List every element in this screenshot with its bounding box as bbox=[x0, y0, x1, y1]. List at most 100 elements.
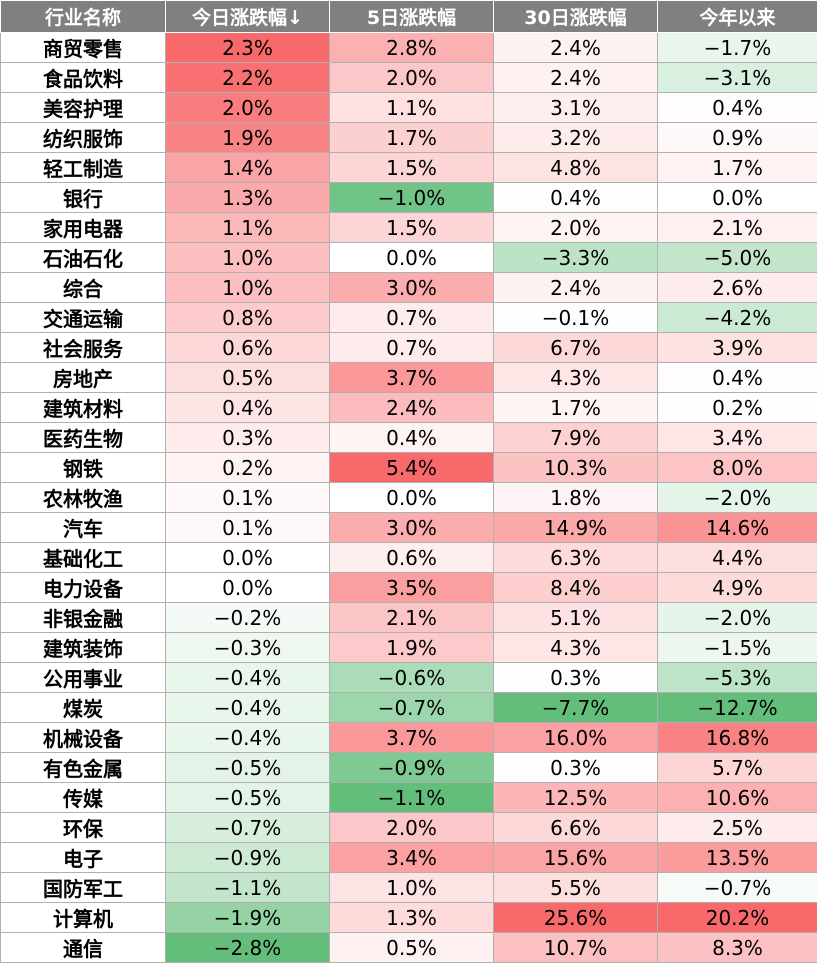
cell-industry-name: 公用事业 bbox=[1, 663, 166, 693]
cell-5day-change: 0.0% bbox=[330, 243, 494, 273]
cell-5day-change: 0.5% bbox=[330, 933, 494, 963]
cell-ytd-change: −5.0% bbox=[658, 243, 817, 273]
cell-ytd-change: 0.9% bbox=[658, 123, 817, 153]
cell-today-change: 0.3% bbox=[166, 423, 330, 453]
table-row: 煤炭−0.4%−0.7%−7.7%−12.7% bbox=[1, 693, 817, 723]
cell-ytd-change: 0.0% bbox=[658, 183, 817, 213]
cell-today-change: 1.0% bbox=[166, 273, 330, 303]
cell-30day-change: 4.3% bbox=[494, 633, 658, 663]
cell-5day-change: 1.1% bbox=[330, 93, 494, 123]
cell-30day-change: 8.4% bbox=[494, 573, 658, 603]
header-row: 行业名称 今日涨跌幅↓ 5日涨跌幅 30日涨跌幅 今年以来 bbox=[1, 1, 817, 33]
table-row: 公用事业−0.4%−0.6%0.3%−5.3% bbox=[1, 663, 817, 693]
header-5day-change[interactable]: 5日涨跌幅 bbox=[330, 1, 494, 33]
cell-30day-change: 1.8% bbox=[494, 483, 658, 513]
cell-today-change: −0.2% bbox=[166, 603, 330, 633]
cell-30day-change: −3.3% bbox=[494, 243, 658, 273]
cell-today-change: −0.5% bbox=[166, 753, 330, 783]
cell-5day-change: 2.1% bbox=[330, 603, 494, 633]
cell-today-change: −0.4% bbox=[166, 663, 330, 693]
cell-30day-change: 2.4% bbox=[494, 33, 658, 63]
cell-ytd-change: −2.0% bbox=[658, 483, 817, 513]
table-row: 计算机−1.9%1.3%25.6%20.2% bbox=[1, 903, 817, 933]
cell-industry-name: 非银金融 bbox=[1, 603, 166, 633]
cell-5day-change: 3.4% bbox=[330, 843, 494, 873]
cell-ytd-change: −5.3% bbox=[658, 663, 817, 693]
cell-industry-name: 石油石化 bbox=[1, 243, 166, 273]
cell-ytd-change: 4.4% bbox=[658, 543, 817, 573]
cell-30day-change: 5.1% bbox=[494, 603, 658, 633]
table-row: 有色金属−0.5%−0.9%0.3%5.7% bbox=[1, 753, 817, 783]
cell-industry-name: 建筑装饰 bbox=[1, 633, 166, 663]
header-30day-change[interactable]: 30日涨跌幅 bbox=[494, 1, 658, 33]
cell-today-change: 0.1% bbox=[166, 513, 330, 543]
cell-today-change: −0.4% bbox=[166, 723, 330, 753]
cell-ytd-change: 2.1% bbox=[658, 213, 817, 243]
cell-ytd-change: −0.7% bbox=[658, 873, 817, 903]
cell-30day-change: 14.9% bbox=[494, 513, 658, 543]
cell-industry-name: 汽车 bbox=[1, 513, 166, 543]
cell-today-change: 1.1% bbox=[166, 213, 330, 243]
header-industry-name[interactable]: 行业名称 bbox=[1, 1, 166, 33]
cell-today-change: −0.5% bbox=[166, 783, 330, 813]
cell-30day-change: 1.7% bbox=[494, 393, 658, 423]
cell-industry-name: 煤炭 bbox=[1, 693, 166, 723]
cell-ytd-change: 10.6% bbox=[658, 783, 817, 813]
table-row: 传媒−0.5%−1.1%12.5%10.6% bbox=[1, 783, 817, 813]
cell-today-change: −0.9% bbox=[166, 843, 330, 873]
header-today-change[interactable]: 今日涨跌幅↓ bbox=[166, 1, 330, 33]
cell-industry-name: 食品饮料 bbox=[1, 63, 166, 93]
cell-5day-change: 2.0% bbox=[330, 63, 494, 93]
table-row: 通信−2.8%0.5%10.7%8.3% bbox=[1, 933, 817, 963]
cell-today-change: 0.8% bbox=[166, 303, 330, 333]
cell-today-change: 2.3% bbox=[166, 33, 330, 63]
cell-30day-change: 2.0% bbox=[494, 213, 658, 243]
cell-ytd-change: −3.1% bbox=[658, 63, 817, 93]
cell-industry-name: 商贸零售 bbox=[1, 33, 166, 63]
cell-ytd-change: −4.2% bbox=[658, 303, 817, 333]
cell-30day-change: 3.2% bbox=[494, 123, 658, 153]
cell-5day-change: 0.7% bbox=[330, 303, 494, 333]
cell-industry-name: 交通运输 bbox=[1, 303, 166, 333]
cell-today-change: 0.4% bbox=[166, 393, 330, 423]
cell-ytd-change: 3.9% bbox=[658, 333, 817, 363]
cell-today-change: 1.3% bbox=[166, 183, 330, 213]
cell-5day-change: 3.7% bbox=[330, 723, 494, 753]
cell-today-change: 0.5% bbox=[166, 363, 330, 393]
cell-today-change: −0.3% bbox=[166, 633, 330, 663]
cell-ytd-change: −2.0% bbox=[658, 603, 817, 633]
cell-5day-change: −0.6% bbox=[330, 663, 494, 693]
cell-industry-name: 国防军工 bbox=[1, 873, 166, 903]
cell-industry-name: 轻工制造 bbox=[1, 153, 166, 183]
cell-industry-name: 传媒 bbox=[1, 783, 166, 813]
cell-30day-change: 6.6% bbox=[494, 813, 658, 843]
cell-industry-name: 医药生物 bbox=[1, 423, 166, 453]
cell-5day-change: 3.5% bbox=[330, 573, 494, 603]
table-row: 国防军工−1.1%1.0%5.5%−0.7% bbox=[1, 873, 817, 903]
header-ytd-change[interactable]: 今年以来 bbox=[658, 1, 817, 33]
cell-30day-change: 2.4% bbox=[494, 63, 658, 93]
cell-industry-name: 纺织服饰 bbox=[1, 123, 166, 153]
cell-30day-change: 4.8% bbox=[494, 153, 658, 183]
cell-5day-change: 1.5% bbox=[330, 213, 494, 243]
cell-30day-change: −0.1% bbox=[494, 303, 658, 333]
cell-ytd-change: 16.8% bbox=[658, 723, 817, 753]
cell-30day-change: 0.3% bbox=[494, 753, 658, 783]
cell-today-change: −0.4% bbox=[166, 693, 330, 723]
cell-30day-change: 10.7% bbox=[494, 933, 658, 963]
cell-ytd-change: 0.4% bbox=[658, 93, 817, 123]
